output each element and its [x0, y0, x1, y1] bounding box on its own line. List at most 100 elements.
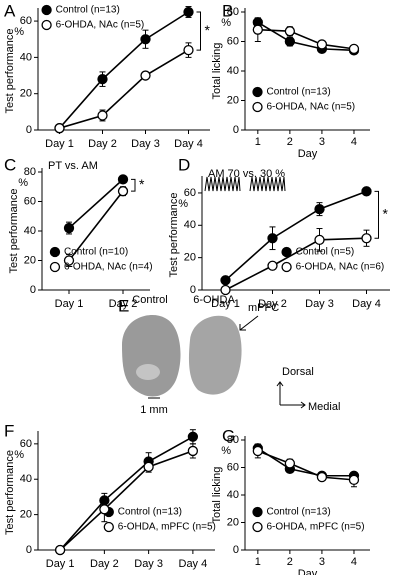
legend-label: Control (n=13): [267, 87, 331, 98]
data-point: [267, 233, 278, 244]
legend-label: 6-OHDA, NAc (n=6): [296, 262, 385, 273]
series-line: [257, 447, 354, 477]
data-point: [143, 461, 154, 472]
panel-label: B: [222, 1, 233, 20]
data-point: [63, 255, 75, 266]
data-point: [54, 123, 65, 134]
series-line: [225, 237, 367, 291]
significance-label: *: [139, 176, 145, 192]
data-point: [99, 504, 110, 515]
x-tick-label: Day 2: [88, 138, 117, 150]
data-point: [140, 34, 151, 45]
panel-label: E: [118, 296, 129, 315]
brain-slice: [188, 315, 242, 395]
x-tick-label: Day 4: [179, 558, 208, 570]
y-tick-label: 20: [184, 252, 196, 264]
y-axis-title: Test performance: [168, 193, 180, 278]
legend-label: 6-OHDA, NAc (n=5): [267, 102, 356, 113]
y-unit: %: [18, 177, 28, 189]
x-tick-label: Day 1: [45, 138, 74, 150]
y-tick-label: 80: [227, 6, 239, 18]
panel-label: D: [178, 155, 190, 174]
panel-label: A: [4, 1, 16, 20]
y-tick-label: 20: [24, 254, 36, 266]
arrow-head: [239, 324, 246, 331]
legend-label: Control (n=5): [296, 247, 355, 258]
data-point: [63, 222, 75, 234]
data-point: [348, 474, 360, 486]
legend-marker: [252, 506, 263, 518]
orientation-label: Dorsal: [282, 366, 314, 378]
legend-label: Control (n=10): [64, 247, 128, 258]
legend-marker: [252, 521, 263, 533]
y-tick-label: 60: [184, 187, 196, 199]
x-tick-label: 4: [351, 136, 357, 148]
data-point: [140, 70, 151, 81]
panel-note: AM 70 vs. 30 %: [208, 168, 285, 180]
x-tick-label: 4: [351, 556, 357, 568]
panel-label: G: [222, 426, 235, 445]
arrow-head: [300, 401, 306, 409]
region-arrow: [239, 315, 259, 331]
y-tick-label: 60: [227, 35, 239, 47]
y-tick-label: 20: [227, 94, 239, 106]
series-line: [224, 190, 367, 281]
y-tick-label: 40: [227, 65, 239, 77]
data-point: [284, 36, 296, 47]
y-axis-title: Test performance: [4, 450, 16, 535]
x-tick-label: Day 2: [109, 298, 138, 310]
legend-marker: [252, 101, 263, 113]
panel-label: C: [4, 155, 16, 174]
legend-marker: [49, 246, 61, 258]
significance-bracket: [196, 11, 201, 51]
significance-label: *: [383, 205, 389, 221]
y-tick-label: 20: [20, 509, 32, 521]
significance-bracket: [131, 178, 136, 192]
y-tick-label: 40: [184, 219, 196, 231]
brain-slice: [122, 315, 181, 397]
y-axis-title: Total licking: [211, 43, 223, 100]
data-point: [97, 110, 108, 121]
y-unit: %: [14, 449, 24, 461]
data-point: [220, 275, 231, 286]
y-unit: %: [221, 17, 231, 29]
data-point: [117, 174, 129, 185]
series-line: [59, 450, 194, 551]
y-tick-label: 40: [20, 51, 32, 63]
x-tick-label: Day 2: [258, 298, 287, 310]
arrow-head: [276, 381, 284, 387]
series-line: [59, 49, 189, 129]
data-point: [361, 233, 372, 244]
data-point: [187, 445, 199, 457]
y-tick-label: 60: [24, 195, 36, 207]
y-tick-label: 40: [227, 489, 239, 501]
data-point: [267, 260, 278, 271]
y-unit: %: [14, 26, 24, 38]
y-axis-title: Test performance: [4, 29, 16, 114]
legend-label: 6-OHDA, mPFC (n=5): [267, 522, 365, 533]
data-point: [187, 431, 199, 442]
data-point: [117, 186, 129, 197]
y-tick-label: 60: [20, 438, 32, 450]
y-tick-label: 80: [24, 166, 36, 178]
x-tick-label: 3: [319, 136, 325, 148]
series-line: [257, 450, 355, 481]
y-unit: %: [178, 198, 188, 210]
data-point: [314, 234, 325, 246]
x-tick-label: Day 1: [55, 298, 84, 310]
orientation-label: Medial: [308, 401, 340, 413]
series-line: [68, 178, 124, 229]
data-point: [361, 186, 372, 197]
data-point: [316, 471, 328, 483]
y-tick-label: 0: [30, 284, 36, 296]
x-tick-label: Day 4: [352, 298, 381, 310]
legend-label: Control (n=13): [56, 5, 120, 16]
y-tick-label: 20: [20, 88, 32, 100]
data-point: [183, 44, 194, 56]
data-point: [284, 26, 296, 37]
data-point: [314, 203, 325, 215]
data-point: [183, 6, 194, 18]
x-tick-label: Day 1: [46, 558, 75, 570]
x-tick-label: Day 3: [131, 138, 160, 150]
